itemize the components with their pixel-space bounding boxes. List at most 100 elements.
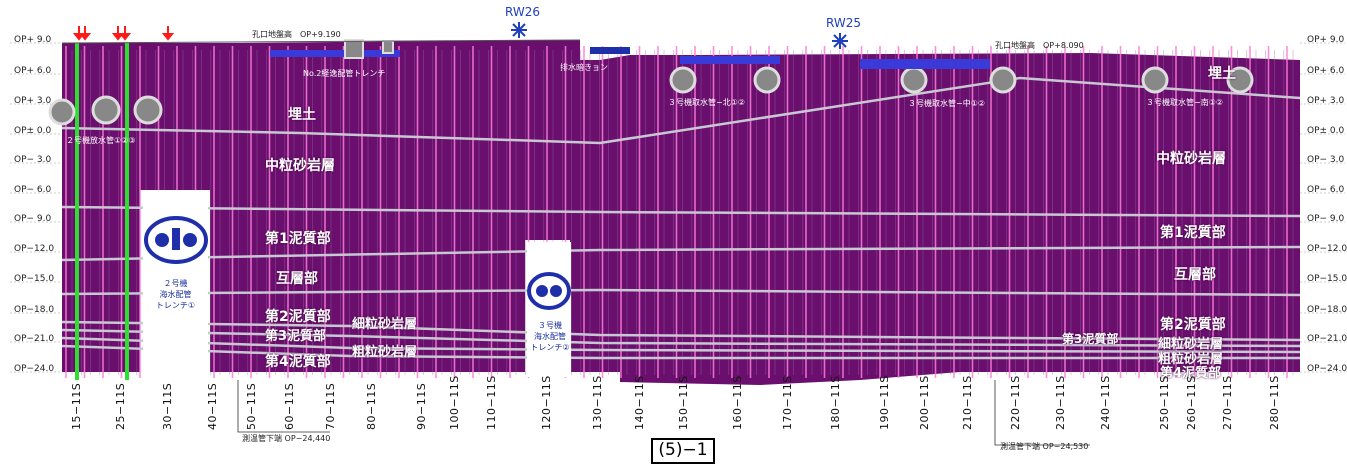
mid-intake-block (860, 59, 990, 69)
rw25-label: RW25 (826, 16, 861, 30)
layer-medium-sandstone-right: 中粒砂岩層 (1156, 151, 1226, 167)
layer-alternation-right: 互層部 (1174, 267, 1216, 283)
north-intake-block (680, 56, 780, 64)
bottom-right-note: 測温管下端 OP−24,530 (1000, 442, 1089, 451)
pipes (48, 66, 1254, 126)
rw25-icon (832, 33, 848, 49)
elev-right-5: OP− 6.0 (1307, 185, 1345, 195)
drain-culvert-label: 排水暗きョン (560, 63, 608, 72)
borehole-label-16: 170−11S (781, 375, 794, 430)
ground-elevation-right: 孔口地盤高 OP+8.090 (995, 41, 1084, 50)
elev-right-8: OP−15.0 (1307, 274, 1347, 284)
borehole-label-1: 25−11S (114, 382, 127, 430)
elev-right-4: OP− 3.0 (1307, 155, 1345, 165)
layer-mudstone4-left: 第4泥質部 (265, 354, 331, 370)
borehole-label-18: 190−11S (878, 375, 891, 430)
elev-left-9: OP−18.0 (14, 305, 55, 315)
elev-left-0: OP+ 9.0 (14, 35, 52, 45)
borehole-label-14: 150−11S (677, 375, 690, 430)
elev-left-6: OP− 9.0 (14, 214, 52, 224)
red-arrow-icons (72, 26, 175, 41)
borehole-label-11: 120−11S (540, 375, 553, 430)
borehole-label-12: 130−11S (591, 375, 604, 430)
borehole-label-5: 60−11S (283, 382, 296, 430)
elev-left-5: OP− 6.0 (14, 185, 52, 195)
borehole-label-26: 270−11S (1221, 375, 1234, 430)
layer-fine-sandstone-right: 細粒砂岩層 (1158, 337, 1224, 352)
section-vertical-lines (65, 46, 1294, 378)
elev-left-4: OP− 3.0 (14, 155, 52, 165)
borehole-label-22: 230−11S (1054, 375, 1067, 430)
layer-mudstone2-right: 第2泥質部 (1160, 317, 1226, 333)
unit3-trench-icon (527, 272, 571, 310)
borehole-label-9: 100−11S (448, 375, 461, 430)
bottom-left-leader (237, 380, 330, 433)
elevation-gridlines (10, 42, 1345, 373)
borehole-label-13: 140−11S (633, 375, 646, 430)
layer-coarse-sandstone-left: 粗粒砂岩層 (352, 345, 418, 360)
culvert-2 (382, 40, 394, 54)
borehole-label-27: 280−11S (1268, 375, 1281, 430)
borehole-label-23: 240−11S (1099, 375, 1112, 430)
borehole-label-21: 220−11S (1009, 375, 1022, 430)
layer-mudstone2-left: 第2泥質部 (265, 309, 331, 325)
unit2-discharge-label: ２号機放水管①②③ (66, 136, 136, 145)
unit2-seawater-trench (143, 190, 208, 380)
layer-mudstone1-right: 第1泥質部 (1160, 225, 1226, 241)
bottom-left-note: 測温管下端 OP−24,440 (242, 434, 331, 443)
elev-right-11: OP−24.0 (1307, 364, 1347, 374)
no2-trench-block (270, 50, 400, 57)
rw26-icon (511, 22, 527, 38)
drain-block (590, 47, 630, 54)
elev-left-3: OP± 0.0 (14, 126, 52, 136)
layer-mudstone1-left: 第1泥質部 (265, 231, 331, 247)
unit3-intake-north-label: ３号機取水管−北①② (668, 98, 746, 107)
borehole-label-20: 210−11S (961, 375, 974, 430)
layer-coarse-sandstone-right: 粗粒砂岩層 (1158, 352, 1224, 367)
borehole-label-25: 260−11S (1185, 375, 1198, 430)
unit3-intake-mid-label: ３号機取水管−中①② (908, 99, 986, 108)
elev-right-2: OP+ 3.0 (1307, 96, 1345, 106)
borehole-label-0: 15−11S (70, 382, 83, 430)
unit3-trench-label: ３号機 海水配管 トレンチ② (530, 321, 570, 352)
ground-surface-line (61, 39, 581, 44)
borehole-label-3: 40−11S (206, 382, 219, 430)
elev-right-3: OP± 0.0 (1307, 126, 1345, 136)
elev-right-0: OP+ 9.0 (1307, 35, 1345, 45)
borehole-label-8: 90−11S (415, 382, 428, 430)
elev-right-10: OP−21.0 (1307, 334, 1347, 344)
elev-left-11: OP−24.0 (14, 364, 55, 374)
rw26-label: RW26 (505, 5, 540, 19)
borehole-label-2: 30−11S (161, 382, 174, 430)
borehole-label-17: 180−11S (829, 375, 842, 430)
elev-left-8: OP−15.0 (14, 274, 55, 284)
bottom-right-leader (994, 380, 1090, 446)
elev-left-10: OP−21.0 (14, 334, 55, 344)
layer-fine-sandstone-left: 細粒砂岩層 (352, 317, 418, 332)
layer-fill-right: 埋土 (1208, 66, 1236, 82)
ground-elevation-left: 孔口地盤高 OP+9.190 (252, 30, 341, 39)
elev-left-1: OP+ 6.0 (14, 66, 52, 76)
unit2-trench-icon (144, 216, 208, 264)
borehole-label-6: 70−11S (324, 382, 337, 430)
no2-trench-label: No.2経逸配管トレンチ (303, 69, 386, 78)
layer-mudstone3-right: 第3泥質部 (1062, 332, 1119, 346)
layer-alternation-left: 互層部 (276, 271, 318, 287)
borehole-label-24: 250−11S (1158, 375, 1171, 430)
borehole-label-15: 160−11S (731, 375, 744, 430)
elev-right-1: OP+ 6.0 (1307, 66, 1345, 76)
layer-mudstone4-right: 第4泥質部 (1160, 366, 1222, 381)
borehole-label-7: 80−11S (365, 382, 378, 430)
elev-right-7: OP−12.0 (1307, 244, 1347, 254)
borehole-label-10: 110−11S (485, 375, 498, 430)
elev-right-6: OP− 9.0 (1307, 214, 1345, 224)
elev-left-7: OP−12.0 (14, 244, 55, 254)
page-number: (5)−1 (651, 438, 715, 464)
culvert-1 (344, 39, 364, 59)
layer-medium-sandstone-left: 中粒砂岩層 (265, 158, 335, 174)
unit2-trench-label: ２号機 海水配管 トレンチ① (155, 279, 196, 310)
layer-mudstone3-left: 第3泥質部 (265, 329, 327, 344)
layer-fill-left: 埋土 (288, 107, 316, 123)
unit3-intake-south-label: ３号機取水管−南①② (1146, 98, 1224, 107)
